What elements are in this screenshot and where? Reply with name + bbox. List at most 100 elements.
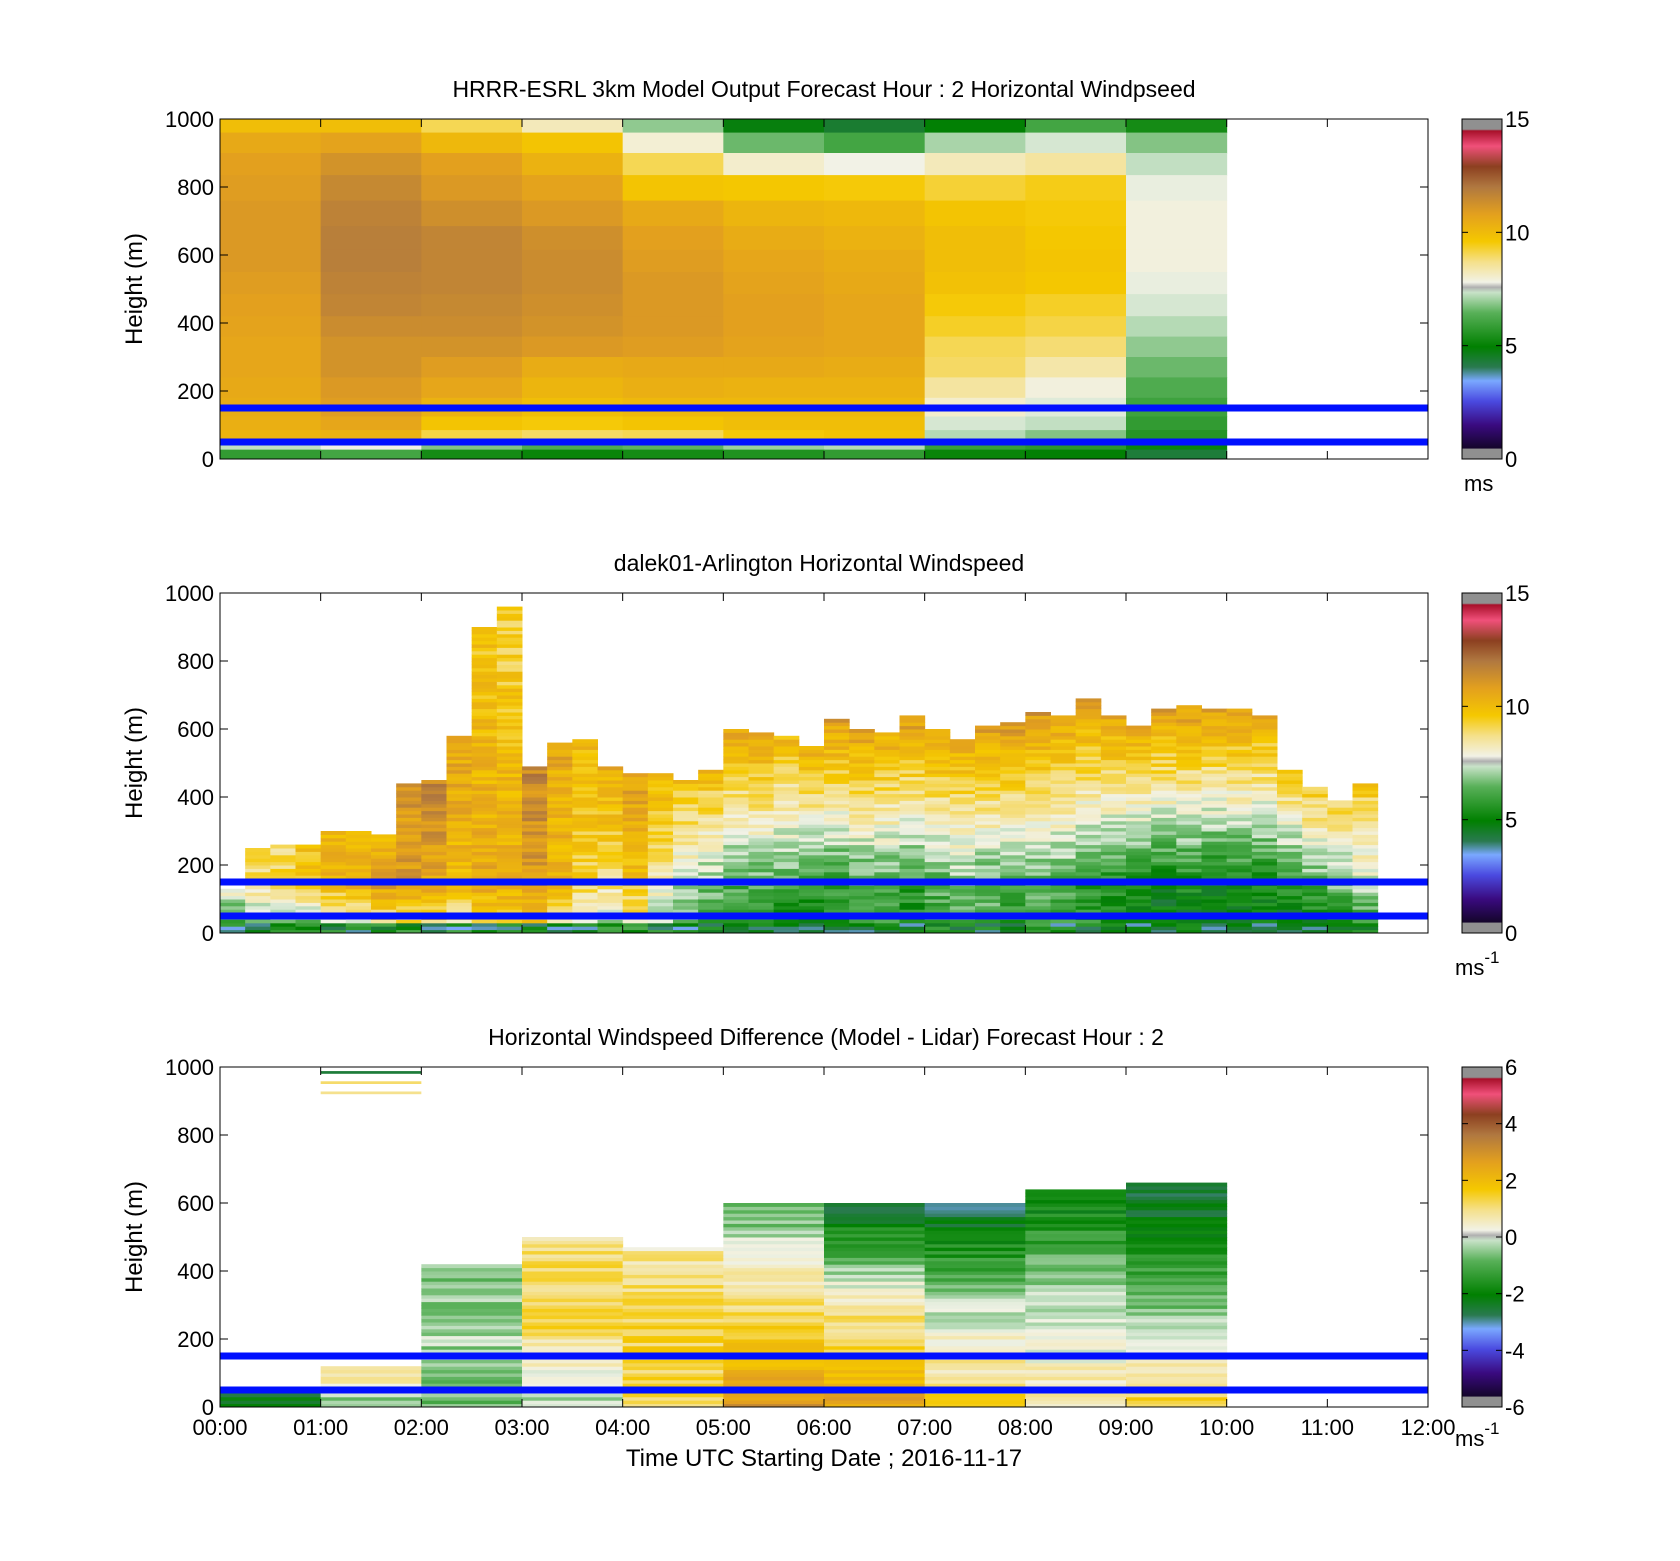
lidar-cell bbox=[975, 929, 1001, 933]
lidar-cell bbox=[1226, 922, 1253, 927]
panel-difference-ylabel: Height (m) bbox=[121, 1181, 148, 1293]
difference-cell bbox=[320, 1393, 422, 1398]
lidar-cell bbox=[723, 746, 749, 750]
lidar-cell bbox=[1126, 851, 1152, 856]
lidar-cell bbox=[698, 919, 724, 924]
difference-cell bbox=[622, 1349, 724, 1354]
lidar-cell bbox=[1050, 895, 1077, 900]
lidar-cell bbox=[1000, 905, 1026, 910]
lidar-cell bbox=[924, 909, 951, 914]
lidar-cell bbox=[421, 841, 447, 846]
lidar-cell bbox=[1352, 851, 1379, 856]
lidar-cell bbox=[547, 803, 573, 808]
lidar-cell bbox=[1176, 827, 1202, 832]
lidar-cell bbox=[1277, 895, 1303, 900]
lidar-cell bbox=[824, 749, 850, 754]
difference-cell bbox=[924, 1403, 1026, 1407]
lidar-cell bbox=[1050, 827, 1077, 832]
difference-cell bbox=[421, 1271, 523, 1275]
lidar-cell bbox=[446, 875, 473, 880]
difference-cell bbox=[522, 1376, 624, 1381]
lidar-cell bbox=[572, 929, 598, 933]
difference-cell bbox=[924, 1349, 1026, 1354]
lidar-cell bbox=[698, 909, 724, 914]
difference-cell bbox=[622, 1264, 724, 1269]
lidar-cell bbox=[1126, 875, 1152, 880]
lidar-cell bbox=[471, 899, 498, 903]
lidar-cell bbox=[723, 827, 749, 832]
lidar-cell bbox=[1025, 712, 1051, 716]
lidar-cell bbox=[446, 786, 473, 791]
lidar-cell bbox=[1352, 919, 1379, 924]
lidar-cell bbox=[371, 902, 397, 907]
difference-cell bbox=[522, 1332, 624, 1337]
lidar-cell bbox=[270, 905, 296, 910]
lidar-cell bbox=[698, 820, 724, 825]
lidar-cell bbox=[1126, 926, 1152, 931]
difference-cell bbox=[1126, 1301, 1228, 1306]
lidar-cell bbox=[874, 851, 900, 856]
lidar-cell bbox=[949, 834, 976, 839]
lidar-cell bbox=[924, 899, 951, 903]
lidar-cell bbox=[773, 793, 800, 798]
lidar-cell bbox=[849, 851, 875, 856]
lidar-cell bbox=[496, 763, 523, 767]
lidar-cell bbox=[622, 780, 649, 784]
difference-cell bbox=[1126, 1230, 1228, 1235]
lidar-cell bbox=[1327, 919, 1353, 924]
lidar-cell bbox=[496, 766, 523, 771]
difference-cell bbox=[1126, 1318, 1228, 1323]
lidar-cell bbox=[899, 769, 926, 774]
lidar-cell bbox=[824, 732, 850, 737]
difference-cell bbox=[1025, 1196, 1127, 1201]
lidar-cell bbox=[1277, 780, 1303, 784]
lidar-cell bbox=[647, 919, 674, 924]
lidar-cell bbox=[270, 902, 296, 907]
difference-cell bbox=[924, 1311, 1026, 1316]
lidar-cell bbox=[446, 776, 473, 781]
lidar-cell bbox=[245, 875, 271, 880]
lidar-cell bbox=[748, 817, 775, 822]
lidar-cell bbox=[471, 661, 498, 665]
lidar-cell bbox=[673, 895, 699, 900]
lidar-cell bbox=[1176, 715, 1202, 720]
lidar-cell bbox=[1075, 837, 1102, 842]
lidar-cell bbox=[471, 786, 498, 791]
lidar-cell bbox=[1151, 837, 1177, 842]
lidar-cell bbox=[949, 786, 976, 791]
lidar-cell bbox=[975, 790, 1001, 795]
panel-lidar-colorbar bbox=[1461, 592, 1503, 934]
lidar-cell bbox=[522, 773, 548, 778]
lidar-cell bbox=[496, 640, 523, 645]
lidar-cell bbox=[345, 902, 372, 907]
lidar-cell bbox=[849, 899, 875, 903]
lidar-cell bbox=[1126, 790, 1152, 795]
lidar-cell bbox=[1251, 834, 1278, 839]
lidar-cell bbox=[1075, 865, 1102, 869]
lidar-cell bbox=[698, 817, 724, 822]
lidar-cell bbox=[496, 786, 523, 791]
difference-cell bbox=[522, 1301, 624, 1306]
lidar-cell bbox=[572, 922, 598, 927]
lidar-cell bbox=[673, 854, 699, 859]
lidar-cell bbox=[723, 824, 749, 829]
lidar-cell bbox=[824, 919, 850, 924]
lidar-cell bbox=[1176, 902, 1202, 907]
lidar-cell bbox=[1226, 725, 1253, 730]
lidar-cell bbox=[1176, 929, 1202, 933]
lidar-cell bbox=[874, 783, 900, 788]
lidar-cell bbox=[1050, 814, 1077, 818]
model-cell bbox=[723, 316, 825, 338]
lidar-cell bbox=[496, 793, 523, 798]
lidar-cell bbox=[1277, 841, 1303, 846]
model-cell bbox=[1025, 226, 1127, 251]
lidar-cell bbox=[547, 783, 573, 788]
lidar-cell bbox=[824, 776, 850, 781]
lidar-cell bbox=[1075, 824, 1102, 829]
lidar-cell bbox=[647, 797, 674, 801]
lidar-cell bbox=[1302, 814, 1328, 818]
lidar-cell bbox=[1352, 871, 1379, 876]
model-cell bbox=[421, 336, 523, 358]
lidar-cell bbox=[647, 773, 674, 778]
difference-cell bbox=[522, 1379, 624, 1384]
